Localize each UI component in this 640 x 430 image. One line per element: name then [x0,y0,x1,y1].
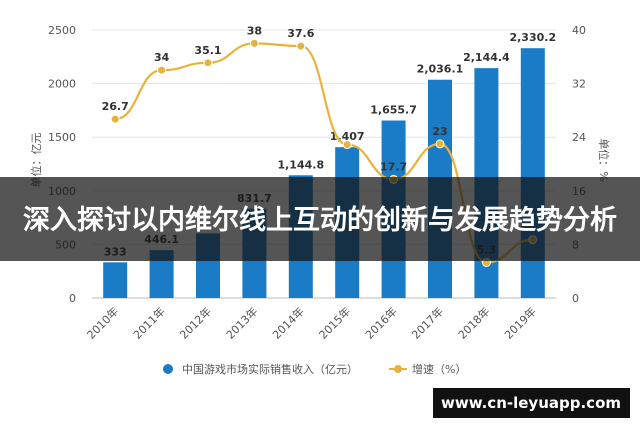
legend-swatch [163,364,173,374]
value-label: 1,144.8 [277,158,324,171]
line-point [435,139,445,149]
site-url: www.cn-leyuapp.com [441,394,621,412]
bar [103,262,128,298]
y-tick-label: 2500 [48,24,76,37]
y2-tick-label: 0 [572,292,579,305]
value-label: 26.7 [102,100,129,113]
x-tick-label: 2016年 [362,304,399,341]
line-point [110,114,120,124]
value-label: 2,330.2 [509,31,556,44]
x-tick-label: 2010年 [84,304,121,341]
y-tick-label: 2000 [48,78,76,91]
value-label: 23 [432,125,447,138]
value-label: 34 [154,51,170,64]
value-label: 17.7 [380,160,407,173]
line-point [249,38,259,48]
line-point [157,65,167,75]
value-label: 37.6 [287,27,314,40]
y2-tick-label: 40 [572,24,586,37]
line-point [296,41,306,51]
y2-axis-label: 单位：% [597,138,611,181]
banner-headline: 深入探讨以内维尔线上互动的创新与发展趋势分析 [23,204,617,236]
x-tick-label: 2017年 [409,304,446,341]
banner [0,177,640,261]
y2-tick-label: 32 [572,78,586,91]
value-label: 1,655.7 [370,104,417,117]
y-tick-label: 0 [69,292,76,305]
value-label: 2,144.4 [463,51,510,64]
site-badge [433,388,630,418]
value-label: 2,036.1 [417,63,464,76]
x-tick-label: 2015年 [316,304,353,341]
y2-tick-label: 24 [572,131,586,144]
line-point [342,140,352,150]
value-label: 38 [247,24,262,37]
x-tick-label: 2019年 [501,304,538,341]
legend-swatch [394,365,402,373]
x-tick-label: 2013年 [223,304,260,341]
y-tick-label: 1500 [48,131,76,144]
x-tick-label: 2014年 [269,304,306,341]
x-tick-label: 2011年 [130,304,167,341]
x-tick-label: 2018年 [455,304,492,341]
x-tick-label: 2012年 [177,304,214,341]
line-point [203,58,213,68]
value-label: 35.1 [194,44,221,57]
legend-label: 增速（%） [412,362,466,376]
y-axis-label: 单位：亿元 [29,133,43,188]
legend-label: 中国游戏市场实际销售收入（亿元） [182,362,358,376]
